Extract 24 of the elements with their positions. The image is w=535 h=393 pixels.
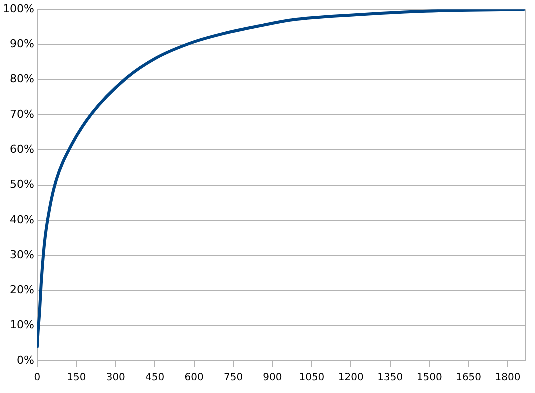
x-tick-label: 900 (263, 372, 282, 384)
y-tick-label: 100% (2, 2, 34, 16)
y-tick-label: 90% (10, 38, 34, 51)
x-tick-label: 1800 (495, 372, 521, 384)
y-tick-label: 70% (10, 108, 34, 121)
y-tick-label: 40% (10, 213, 34, 226)
x-tick-label: 1500 (416, 372, 442, 384)
x-tick-label: 1650 (456, 372, 482, 384)
x-tick-label: 750 (224, 372, 244, 384)
y-tick-label: 10% (10, 318, 34, 332)
y-tick-label: 50% (10, 178, 34, 192)
y-tick-label: 20% (10, 284, 34, 297)
y-tick-label: 0% (16, 354, 34, 367)
y-tick-label: 80% (10, 72, 34, 86)
x-tick-label: 0 (34, 372, 41, 384)
x-tick-label: 150 (67, 372, 86, 384)
y-tick-label: 60% (10, 143, 34, 156)
x-tick-label: 1200 (338, 372, 364, 384)
x-tick-label: 600 (184, 372, 204, 384)
y-tick-label: 30% (10, 248, 34, 262)
x-tick-label: 300 (106, 372, 126, 384)
x-tick-label: 1050 (299, 372, 325, 384)
x-tick-label: 450 (146, 372, 165, 384)
x-tick-label: 1350 (378, 372, 404, 384)
